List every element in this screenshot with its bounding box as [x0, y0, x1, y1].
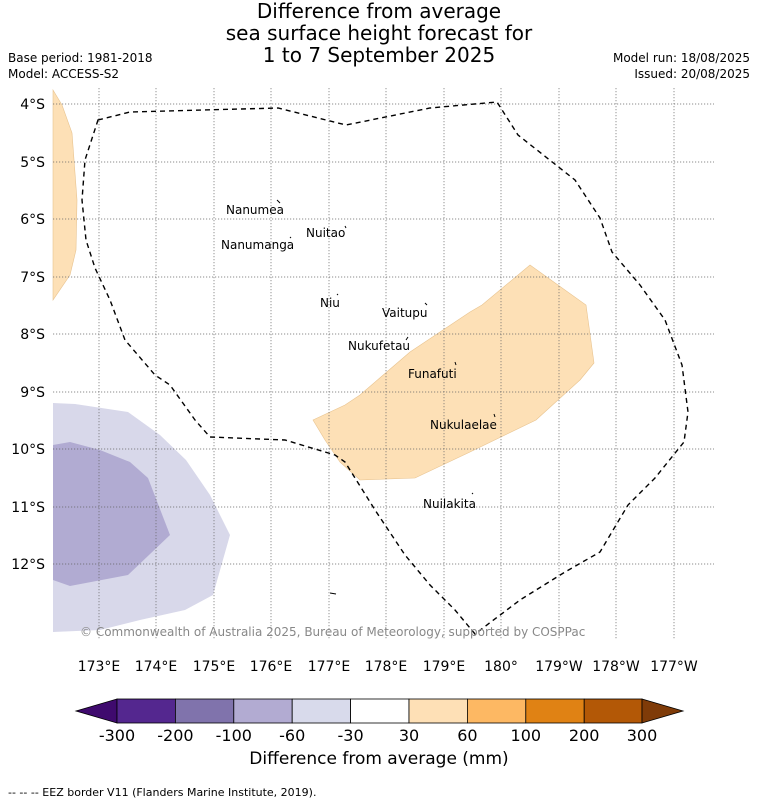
lon-label: 173°E — [78, 659, 121, 675]
colorbar-cell — [116, 698, 176, 724]
island-marks — [276, 199, 496, 595]
copyright-notice: © Commonwealth of Australia 2025, Bureau… — [80, 625, 585, 639]
longitude-labels: 173°E 174°E 175°E 176°E 177°E 178°E 179°… — [78, 659, 698, 675]
lat-label: 12°S — [11, 557, 45, 573]
colorbar-tick: -60 — [279, 726, 305, 745]
colorbar-cell — [174, 698, 235, 724]
place-niu: Niu — [320, 296, 340, 310]
colorbar-tick: 200 — [569, 726, 600, 745]
lon-label: 177°E — [308, 659, 351, 675]
lon-label: 178°W — [592, 659, 640, 675]
colorbar — [74, 698, 685, 724]
colorbar-tick: -30 — [338, 726, 364, 745]
positive-anomaly-west — [52, 88, 78, 301]
eez-footnote: -- -- -- EEZ border V11 (Flanders Marine… — [8, 786, 317, 799]
lat-label: 7°S — [20, 270, 45, 286]
lon-label: 175°E — [193, 659, 236, 675]
positive-anomaly-central — [312, 264, 595, 481]
lon-label: 180° — [484, 659, 518, 675]
latitude-labels: 4°S 5°S 6°S 7°S 8°S 9°S 10°S 11°S 12°S — [11, 97, 45, 573]
lon-label: 179°W — [535, 659, 583, 675]
model-run: Model run: 18/08/2025 — [612, 51, 750, 65]
lon-label: 178°E — [365, 659, 408, 675]
colorbar-cell — [408, 698, 468, 724]
lon-label: 179°E — [423, 659, 466, 675]
title-line-3: 1 to 7 September 2025 — [262, 43, 496, 67]
colorbar-ticks: -300 -200 -100 -60 -30 30 60 100 200 300 — [99, 726, 657, 745]
place-funafuti: Funafuti — [408, 367, 457, 381]
colorbar-title: Difference from average (mm) — [249, 749, 509, 769]
eez-border — [81, 101, 689, 635]
colorbar-tick: 30 — [399, 726, 419, 745]
place-nuilakita: Nuilakita — [423, 497, 476, 511]
colorbar-cell — [350, 698, 410, 724]
lon-label: 174°E — [135, 659, 178, 675]
map-panel: Nanumea Nuitao Nanumanga Niu Vaitupu Nuk… — [52, 88, 714, 640]
map-title: Difference from average sea surface heig… — [0, 0, 758, 66]
gridlines — [53, 88, 714, 640]
lat-label: 8°S — [20, 327, 45, 343]
title-line-1: Difference from average — [256, 0, 502, 23]
place-nanumanga: Nanumanga — [221, 238, 294, 252]
meta-right: Model run: 18/08/2025 Issued: 20/08/2025 — [613, 50, 750, 82]
colorbar-cell — [525, 698, 585, 724]
colorbar-cell — [291, 698, 352, 724]
colorbar-cell — [583, 698, 643, 724]
negative-anomaly-inner — [53, 442, 170, 586]
place-nukufetau: Nukufetau — [348, 339, 410, 353]
base-period: Base period: 1981-2018 — [8, 51, 153, 65]
lon-label: 177°W — [650, 659, 698, 675]
lat-label: 11°S — [11, 500, 45, 516]
colorbar-extend-low — [74, 698, 118, 724]
lat-label: 5°S — [20, 155, 45, 171]
lat-label: 10°S — [11, 442, 45, 458]
place-nukulaelae: Nukulaelae — [430, 418, 497, 432]
meta-left: Base period: 1981-2018 Model: ACCESS-S2 — [8, 50, 153, 82]
lon-label: 176°E — [250, 659, 293, 675]
issued-date: Issued: 20/08/2025 — [634, 67, 750, 81]
title-line-2: sea surface height forecast for — [225, 21, 533, 45]
colorbar-tick: -200 — [157, 726, 193, 745]
lat-label: 9°S — [20, 385, 45, 401]
colorbar-extend-high — [641, 698, 685, 724]
lat-label: 6°S — [20, 212, 45, 228]
colorbar-tick: -300 — [99, 726, 135, 745]
colorbar-cell — [466, 698, 527, 724]
colorbar-tick: -100 — [216, 726, 252, 745]
colorbar-cell — [233, 698, 293, 724]
place-nuitao: Nuitao — [306, 226, 345, 240]
colorbar-tick: 300 — [627, 726, 658, 745]
colorbar-tick: 100 — [511, 726, 542, 745]
colorbar-tick: 60 — [457, 726, 477, 745]
place-vaitupu: Vaitupu — [382, 306, 428, 320]
place-nanumea: Nanumea — [226, 203, 284, 217]
model-name: Model: ACCESS-S2 — [8, 67, 120, 81]
lat-label: 4°S — [20, 97, 45, 113]
